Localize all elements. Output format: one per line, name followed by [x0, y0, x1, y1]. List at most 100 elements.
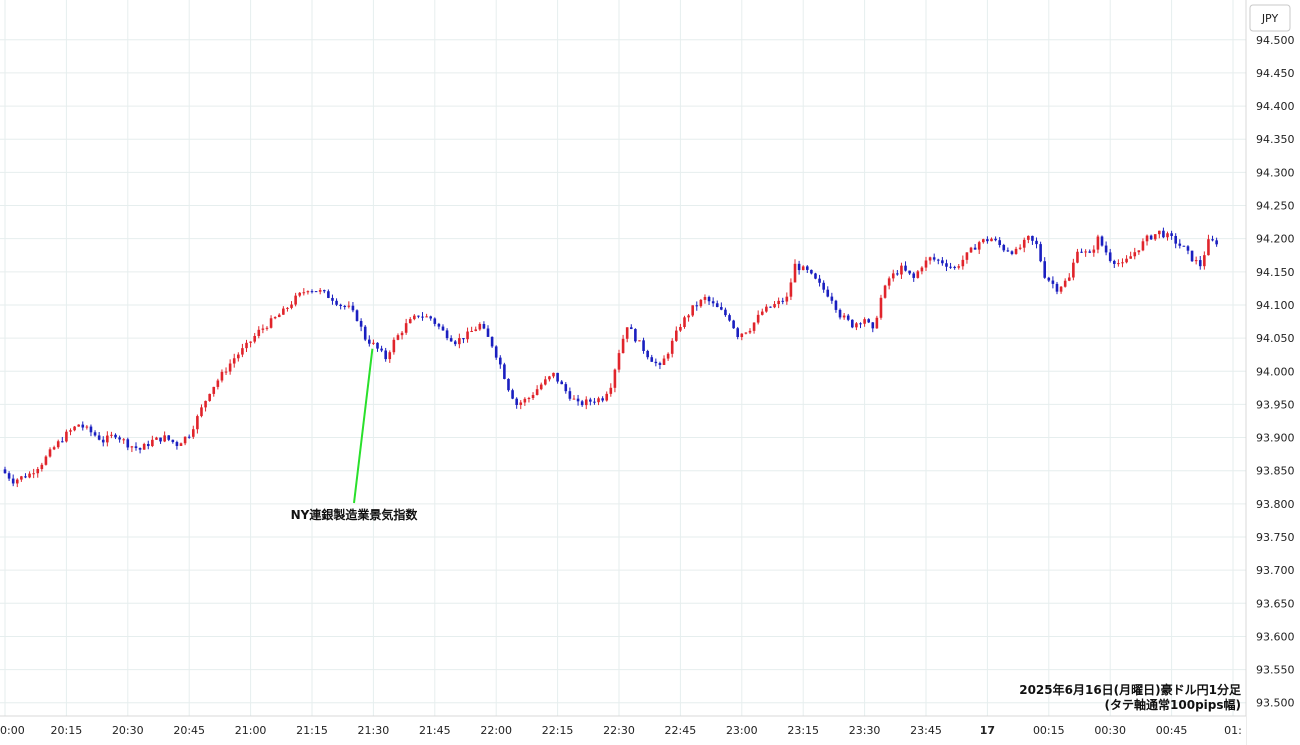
- candle-body: [908, 270, 911, 274]
- candle-body: [126, 439, 130, 448]
- candle-body: [449, 338, 453, 342]
- candle-body: [846, 315, 850, 320]
- candle-body: [245, 342, 248, 349]
- candle-body: [703, 296, 707, 300]
- price-tick-label: 94.350: [1256, 133, 1295, 146]
- price-tick-label: 93.550: [1256, 664, 1295, 677]
- candle-body: [204, 400, 207, 408]
- candle-body: [36, 469, 40, 474]
- candle-body: [613, 369, 617, 388]
- time-tick-label: 20:15: [51, 724, 83, 737]
- candles: [3, 227, 1218, 488]
- candle-body: [650, 357, 654, 362]
- candle-body: [11, 478, 15, 484]
- candle-body: [953, 266, 956, 268]
- candle-body: [638, 340, 641, 342]
- candle-body: [936, 259, 940, 261]
- price-tick-label: 93.850: [1256, 465, 1295, 478]
- candle-body: [400, 332, 404, 336]
- candle-body: [687, 315, 690, 318]
- candle-body: [1158, 230, 1161, 235]
- candle-body: [597, 398, 600, 403]
- candle-body: [875, 317, 879, 329]
- price-tick-label: 94.250: [1256, 200, 1295, 213]
- candle-body: [1014, 248, 1018, 254]
- candle-body: [171, 439, 175, 443]
- candle-body: [1072, 262, 1075, 278]
- candle-body: [912, 273, 916, 278]
- time-tick-label: 00:15: [1033, 724, 1065, 737]
- price-axis-background: [1246, 0, 1300, 745]
- candle-body: [421, 316, 424, 318]
- candle-body: [490, 336, 494, 347]
- candle-body: [584, 399, 588, 406]
- candle-body: [977, 242, 981, 250]
- candle-body: [3, 469, 7, 474]
- candle-body: [327, 291, 330, 298]
- candle-body: [343, 305, 347, 307]
- candle-body: [957, 266, 961, 268]
- candle-body: [355, 310, 359, 321]
- candle-body: [462, 338, 465, 340]
- candle-body: [629, 327, 633, 330]
- currency-badge[interactable]: [1249, 4, 1291, 32]
- candle-body: [433, 318, 437, 324]
- candle-body: [44, 456, 48, 465]
- candle-body: [990, 238, 993, 242]
- candle-body: [580, 401, 584, 406]
- candle-body: [32, 473, 35, 475]
- candle-body: [183, 436, 187, 444]
- candle-body: [220, 371, 224, 381]
- candle-body: [265, 327, 269, 329]
- candle-body: [883, 285, 887, 298]
- caption-line2: (タテ軸通常100pips幅): [1105, 697, 1241, 712]
- candle-body: [404, 323, 408, 333]
- price-tick-label: 94.000: [1256, 365, 1295, 378]
- price-tick-label: 93.600: [1256, 630, 1295, 643]
- candle-body: [855, 323, 858, 328]
- candle-body: [40, 464, 44, 470]
- candle-body: [453, 341, 457, 345]
- annotation-connector: [353, 348, 374, 504]
- candle-body: [932, 257, 936, 260]
- candle-body: [130, 446, 134, 448]
- candle-body: [134, 446, 138, 449]
- time-tick-labels: 0:00 20:15 20:30 20:45 21:00 21:15 21:30 21:45 2…: [0, 724, 1242, 737]
- candle-body: [511, 390, 514, 399]
- candle-body: [494, 346, 498, 358]
- candle-body: [392, 339, 396, 353]
- candle-body: [28, 473, 31, 478]
- candle-body: [380, 348, 383, 351]
- time-tick-label: 00:30: [1094, 724, 1126, 737]
- candle-body: [564, 384, 568, 392]
- candle-body: [482, 323, 486, 329]
- candle-body: [396, 335, 400, 340]
- candle-body: [1104, 245, 1108, 253]
- candle-body: [142, 443, 146, 450]
- candle-body: [237, 354, 240, 359]
- price-axis-panel: JPY 94.500 94.450 94.400 94.350 94.300 94.250…: [1245, 0, 1300, 745]
- candle-body: [1002, 245, 1006, 251]
- candle-body: [208, 393, 211, 401]
- candle-body: [65, 431, 68, 442]
- time-tick-label: 00:45: [1156, 724, 1188, 737]
- candle-body: [740, 333, 744, 338]
- candle-body: [1149, 235, 1153, 240]
- candle-body: [425, 316, 428, 318]
- candle-body: [900, 265, 903, 275]
- time-tick-label: 22:15: [542, 724, 574, 737]
- candle-body: [765, 306, 768, 312]
- candle-body: [593, 401, 596, 403]
- candle-body: [904, 265, 907, 271]
- time-tick-label: 21:45: [419, 724, 451, 737]
- time-tick-label: 23:15: [787, 724, 819, 737]
- candle-body: [1108, 252, 1112, 261]
- price-tick-label: 94.100: [1256, 299, 1295, 312]
- candle-body: [1084, 251, 1087, 253]
- candle-body: [519, 402, 523, 405]
- candle-body: [155, 437, 158, 440]
- currency-label[interactable]: JPY: [1261, 12, 1279, 25]
- candle-body: [20, 476, 23, 480]
- candle-body: [711, 301, 715, 304]
- candle-body: [961, 259, 965, 267]
